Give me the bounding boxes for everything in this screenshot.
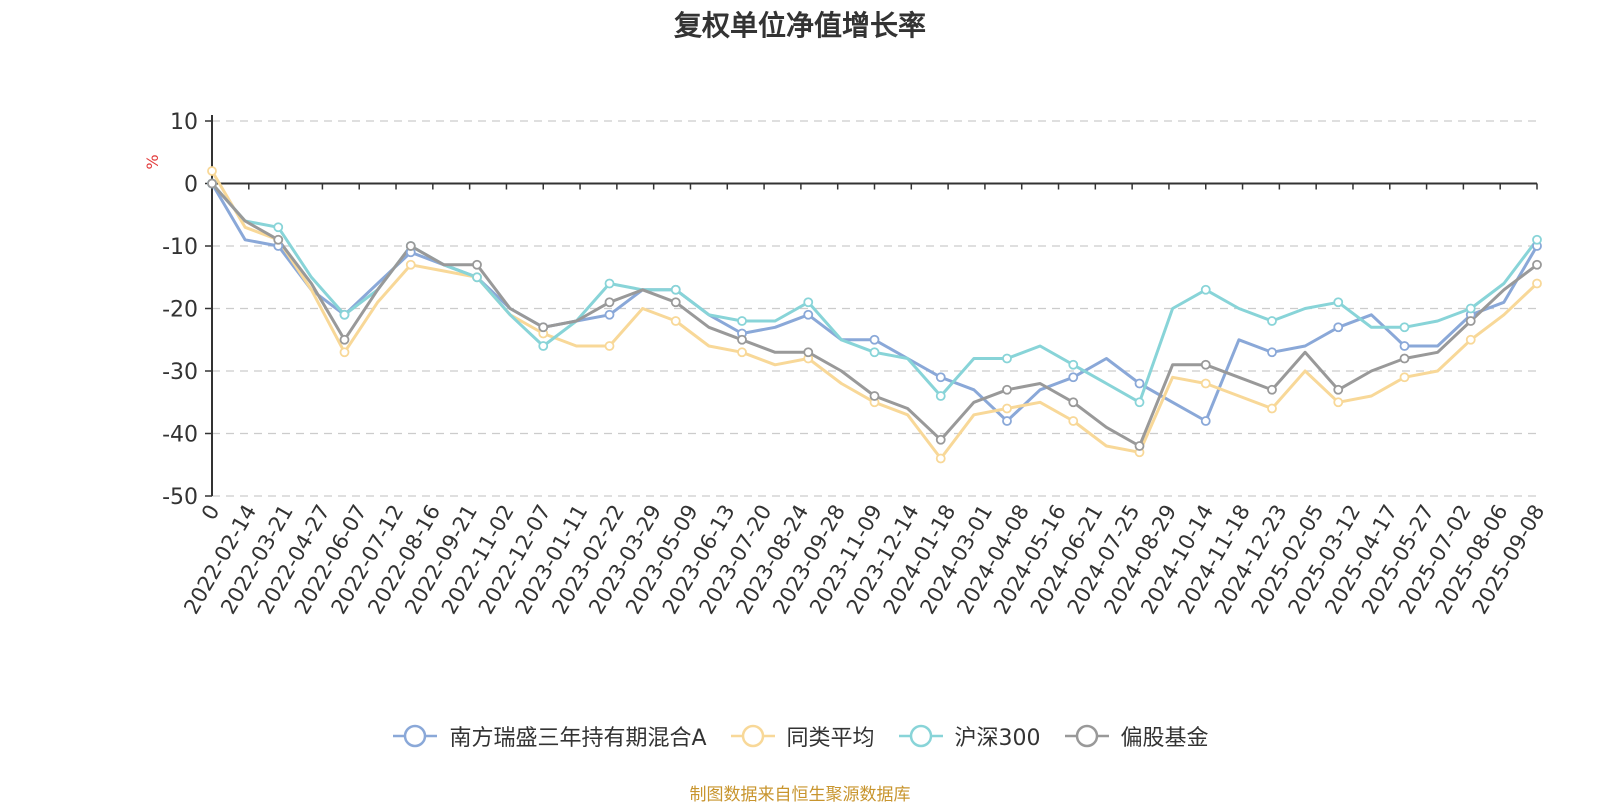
data-point bbox=[1002, 416, 1012, 426]
data-point bbox=[1333, 297, 1344, 308]
data-point bbox=[1134, 441, 1145, 451]
data-point bbox=[1465, 303, 1476, 314]
y-tick-label: -10 bbox=[162, 235, 198, 260]
data-point bbox=[935, 434, 946, 445]
data-point bbox=[604, 341, 615, 351]
data-point bbox=[604, 297, 615, 308]
legend-line-circle-icon bbox=[898, 724, 943, 748]
data-point bbox=[1200, 359, 1211, 370]
legend-label: 同类平均 bbox=[786, 726, 875, 751]
legend-item-3[interactable]: 偏股基金 bbox=[1063, 720, 1209, 752]
data-point bbox=[935, 372, 946, 383]
data-point bbox=[1002, 353, 1012, 364]
legend-item-1[interactable]: 同类平均 bbox=[729, 720, 875, 752]
data-point bbox=[1399, 353, 1410, 364]
data-point bbox=[273, 234, 284, 245]
y-tick-label: -40 bbox=[162, 423, 198, 448]
data-point bbox=[1002, 384, 1012, 395]
data-point bbox=[670, 297, 681, 308]
data-point bbox=[1134, 378, 1145, 389]
legend-line-circle-icon bbox=[1064, 724, 1109, 748]
data-point bbox=[1333, 397, 1344, 408]
data-point bbox=[472, 272, 482, 283]
data-point bbox=[1532, 259, 1542, 270]
data-point bbox=[604, 309, 615, 320]
data-point bbox=[405, 241, 416, 251]
data-point bbox=[670, 284, 681, 295]
chart-title: 复权单位净值增长率 bbox=[673, 9, 926, 42]
data-point bbox=[273, 222, 284, 233]
y-tick-label: -20 bbox=[162, 298, 198, 323]
series-line-2 bbox=[210, 182, 1539, 404]
tick-labels: 100-10-20-30-40-50%02022-02-142022-03-21… bbox=[143, 110, 1549, 618]
data-point bbox=[1399, 372, 1410, 383]
data-point bbox=[1267, 403, 1277, 414]
data-point bbox=[803, 297, 814, 308]
legend: 南方瑞盛三年持有期混合A 同类平均 沪深300 偏股基金 bbox=[0, 720, 1600, 752]
grid-lines bbox=[212, 120, 1537, 497]
data-point bbox=[1068, 416, 1079, 426]
series-line-1 bbox=[210, 170, 1539, 460]
data-point bbox=[803, 347, 814, 358]
data-point bbox=[1399, 322, 1410, 333]
data-point bbox=[869, 347, 880, 358]
x-tick-label: 0 bbox=[197, 501, 224, 525]
data-point bbox=[1333, 384, 1344, 395]
y-tick-label: -50 bbox=[162, 485, 198, 510]
data-point bbox=[935, 453, 946, 464]
data-point bbox=[207, 178, 217, 189]
data-point bbox=[538, 341, 549, 351]
data-point bbox=[405, 259, 416, 270]
data-point bbox=[1267, 316, 1277, 326]
data-point bbox=[472, 259, 482, 270]
data-point bbox=[1200, 284, 1211, 295]
data-point bbox=[869, 334, 880, 345]
data-point bbox=[737, 347, 747, 358]
data-point bbox=[1002, 403, 1012, 414]
data-point bbox=[339, 347, 350, 358]
y-tick-label: 0 bbox=[184, 173, 198, 198]
y-tick-label: -30 bbox=[162, 360, 198, 385]
legend-item-2[interactable]: 沪深300 bbox=[897, 720, 1041, 752]
data-point bbox=[803, 309, 814, 320]
series-markers bbox=[207, 166, 1542, 464]
data-point bbox=[737, 316, 747, 326]
data-point bbox=[1200, 378, 1211, 389]
data-point bbox=[1068, 359, 1079, 370]
legend-line-circle-icon bbox=[730, 724, 775, 748]
series-lines bbox=[210, 170, 1539, 460]
data-point bbox=[1532, 234, 1542, 245]
data-point bbox=[1532, 278, 1542, 289]
data-point bbox=[1399, 341, 1410, 351]
data-point bbox=[339, 334, 350, 345]
data-point bbox=[339, 309, 350, 320]
data-point bbox=[538, 322, 549, 333]
legend-item-0[interactable]: 南方瑞盛三年持有期混合A bbox=[391, 720, 707, 752]
data-point bbox=[1465, 316, 1476, 326]
legend-label: 偏股基金 bbox=[1120, 726, 1209, 751]
data-point bbox=[604, 278, 615, 289]
source-note: 制图数据来自恒生聚源数据库 bbox=[689, 785, 911, 805]
data-point bbox=[869, 391, 880, 401]
data-point bbox=[1068, 372, 1079, 383]
data-point bbox=[1068, 397, 1079, 408]
data-point bbox=[1267, 347, 1277, 358]
y-axis-unit: % bbox=[143, 154, 162, 169]
data-point bbox=[1200, 416, 1211, 426]
y-tick-label: 10 bbox=[170, 110, 198, 135]
data-point bbox=[670, 316, 681, 326]
data-point bbox=[207, 166, 217, 176]
data-point bbox=[737, 334, 747, 345]
data-point bbox=[1134, 397, 1145, 408]
axes bbox=[205, 115, 1538, 497]
data-point bbox=[1333, 322, 1344, 333]
legend-label: 南方瑞盛三年持有期混合A bbox=[449, 726, 707, 751]
data-point bbox=[1267, 384, 1277, 395]
data-point bbox=[1465, 334, 1476, 345]
legend-label: 沪深300 bbox=[954, 726, 1041, 751]
legend-line-circle-icon bbox=[393, 724, 438, 748]
data-point bbox=[935, 391, 946, 401]
